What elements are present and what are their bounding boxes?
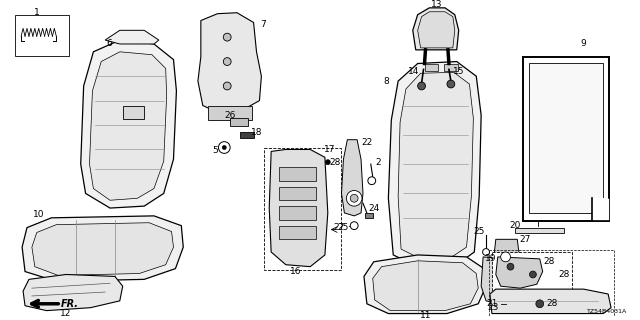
- Polygon shape: [22, 216, 183, 281]
- Text: 14: 14: [408, 67, 419, 76]
- Bar: [15, 15, 69, 56]
- Text: 10: 10: [33, 211, 44, 220]
- Circle shape: [346, 190, 362, 206]
- Circle shape: [507, 263, 514, 270]
- Polygon shape: [494, 239, 519, 267]
- Bar: [279, 206, 316, 220]
- Bar: [489, 250, 614, 316]
- Circle shape: [536, 300, 543, 308]
- Circle shape: [500, 252, 511, 262]
- Text: 12: 12: [60, 309, 72, 318]
- Text: 11: 11: [420, 311, 431, 320]
- Polygon shape: [364, 255, 486, 314]
- Text: 17: 17: [324, 145, 335, 154]
- Circle shape: [418, 82, 426, 90]
- Circle shape: [447, 80, 455, 88]
- Polygon shape: [342, 140, 363, 216]
- Polygon shape: [372, 261, 478, 311]
- Text: FR.: FR.: [61, 299, 79, 309]
- Polygon shape: [269, 149, 328, 267]
- Text: 8: 8: [383, 76, 389, 85]
- Bar: [492, 252, 572, 293]
- Bar: [444, 63, 458, 71]
- Bar: [264, 148, 340, 269]
- Text: 6: 6: [106, 39, 112, 49]
- Polygon shape: [32, 223, 173, 276]
- Circle shape: [222, 146, 226, 149]
- Polygon shape: [418, 12, 455, 48]
- Bar: [591, 198, 609, 221]
- Bar: [279, 226, 316, 239]
- Text: 18: 18: [251, 128, 262, 137]
- Text: 5: 5: [212, 146, 218, 155]
- Polygon shape: [23, 275, 123, 311]
- Circle shape: [223, 82, 231, 90]
- Bar: [240, 132, 253, 138]
- Bar: [279, 187, 316, 200]
- Text: 13: 13: [431, 0, 443, 9]
- Text: 16: 16: [290, 267, 301, 276]
- Text: 28: 28: [559, 270, 570, 279]
- Bar: [529, 62, 604, 213]
- Polygon shape: [90, 52, 166, 200]
- Text: 28: 28: [547, 299, 558, 308]
- Text: 28: 28: [544, 257, 556, 266]
- Bar: [208, 106, 252, 120]
- Text: 28: 28: [329, 158, 340, 167]
- Polygon shape: [198, 13, 261, 112]
- Circle shape: [223, 33, 231, 41]
- Text: 27: 27: [520, 235, 531, 244]
- Text: 1: 1: [34, 8, 40, 17]
- Polygon shape: [481, 257, 508, 304]
- Polygon shape: [398, 72, 474, 259]
- Text: 25: 25: [474, 227, 485, 236]
- Circle shape: [218, 142, 230, 153]
- Text: 20: 20: [509, 221, 521, 230]
- Polygon shape: [413, 8, 459, 50]
- Text: 19: 19: [485, 254, 497, 263]
- Circle shape: [223, 58, 231, 66]
- Circle shape: [529, 271, 536, 278]
- Text: 27: 27: [334, 223, 345, 232]
- Bar: [515, 228, 564, 234]
- Text: 23: 23: [487, 303, 499, 312]
- Text: 22: 22: [361, 138, 372, 147]
- Polygon shape: [490, 289, 611, 314]
- Text: 2: 2: [376, 158, 381, 167]
- Circle shape: [325, 160, 330, 164]
- Bar: [230, 118, 248, 126]
- Polygon shape: [591, 198, 609, 221]
- Text: 15: 15: [453, 67, 465, 76]
- Text: 9: 9: [581, 39, 587, 49]
- Polygon shape: [496, 257, 543, 288]
- Text: 21: 21: [486, 299, 497, 308]
- Text: TZ54B4031A: TZ54B4031A: [588, 308, 628, 314]
- Bar: [523, 57, 609, 221]
- Circle shape: [483, 249, 490, 255]
- Bar: [424, 63, 438, 71]
- Text: 7: 7: [260, 20, 266, 29]
- Circle shape: [350, 222, 358, 229]
- Bar: [123, 106, 144, 119]
- Text: 25: 25: [338, 223, 349, 232]
- Bar: [365, 213, 372, 218]
- Polygon shape: [105, 30, 159, 44]
- Bar: [279, 167, 316, 181]
- Circle shape: [368, 177, 376, 185]
- Polygon shape: [388, 61, 481, 267]
- Text: 24: 24: [368, 204, 380, 212]
- Circle shape: [350, 194, 358, 202]
- Text: 26: 26: [225, 111, 236, 120]
- Polygon shape: [81, 40, 177, 208]
